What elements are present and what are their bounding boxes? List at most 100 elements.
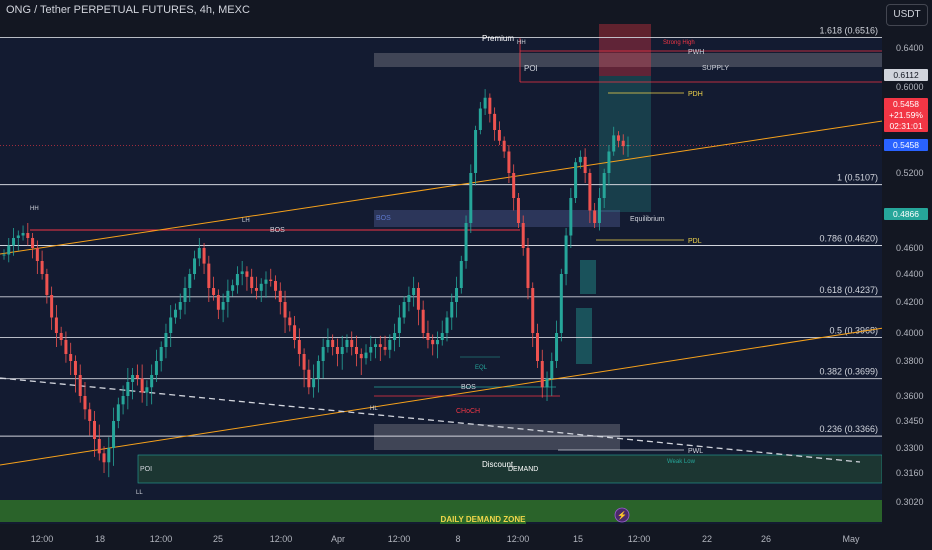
candle-body-96 [459, 261, 463, 288]
candle-body-107 [512, 173, 516, 198]
candle-body-15 [73, 361, 77, 375]
candle-body-121 [578, 156, 582, 163]
candle-body-81 [388, 340, 392, 350]
demand-zone [138, 455, 882, 483]
candle-body-101 [483, 97, 487, 109]
label-pwh: PWH [688, 49, 704, 56]
candle-body-129 [616, 135, 620, 141]
price-axis-bg [882, 0, 932, 550]
candle-body-23 [112, 421, 116, 448]
candle-body-54 [259, 283, 263, 291]
candle-body-45 [216, 295, 220, 310]
x-tick-1: 18 [95, 534, 105, 544]
candle-body-95 [455, 288, 459, 302]
x-tick-4: 12:00 [270, 534, 293, 544]
x-tick-11: 22 [702, 534, 712, 544]
candle-body-2 [12, 238, 16, 246]
y-tick-12: 0.3020 [896, 497, 924, 507]
candle-body-124 [593, 210, 597, 223]
currency-button[interactable]: USDT [886, 4, 928, 26]
chart-title: ONG / Tether PERPETUAL FUTURES, 4h, MEXC [6, 4, 250, 16]
candle-body-71 [340, 347, 344, 354]
x-tick-5: Apr [331, 534, 345, 544]
candle-body-87 [416, 288, 420, 310]
fib-label-2: 0.786 (0.4620) [819, 234, 878, 244]
candle-body-14 [69, 354, 73, 361]
candle-body-130 [621, 140, 625, 147]
candle-body-122 [583, 156, 587, 173]
candle-body-91 [435, 340, 439, 345]
candle-body-49 [235, 274, 239, 286]
candle-body-27 [131, 375, 135, 382]
price-badge-0 [884, 69, 928, 81]
candle-body-32 [154, 361, 158, 375]
candle-body-108 [516, 198, 520, 223]
candle-body-123 [588, 173, 592, 211]
label-pdl: PDL [688, 238, 702, 245]
candle-body-55 [264, 279, 268, 284]
label-equilibrium: Equilibrium [630, 216, 665, 223]
candle-body-47 [226, 290, 230, 302]
candle-body-0 [2, 254, 6, 256]
label-strong-high: Strong High [663, 40, 695, 46]
candle-body-25 [121, 396, 125, 405]
candle-body-63 [302, 354, 306, 370]
label-poi-top: POI [524, 64, 538, 73]
candle-body-41 [197, 248, 201, 259]
candle-body-97 [464, 223, 468, 261]
candle-body-84 [402, 302, 406, 318]
fib-label-1: 1 (0.5107) [837, 173, 878, 183]
y-tick-10: 0.3300 [896, 443, 924, 453]
fib-label-0: 1.618 (0.6516) [819, 26, 878, 36]
candle-body-111 [531, 288, 535, 333]
candle-body-73 [350, 340, 354, 347]
strong-high-box [599, 24, 651, 76]
x-tick-8: 12:00 [507, 534, 530, 544]
long-position-box [599, 76, 651, 212]
candle-body-29 [140, 378, 144, 393]
candle-body-59 [283, 302, 287, 318]
candle-body-53 [254, 288, 258, 291]
y-tick-4: 0.4400 [896, 269, 924, 279]
label-daily-demand-zone: DAILY DEMAND ZONE [441, 515, 527, 524]
equilibrium-box [374, 210, 620, 227]
candle-body-12 [59, 333, 63, 340]
label-pwl: PWL [688, 448, 703, 455]
candle-body-118 [564, 235, 568, 274]
candle-body-48 [231, 285, 235, 291]
candle-body-22 [107, 448, 111, 463]
candle-body-67 [321, 347, 325, 361]
candle-body-24 [116, 404, 120, 421]
candle-body-64 [307, 369, 311, 388]
y-tick-1: 0.6000 [896, 82, 924, 92]
candle-body-13 [64, 340, 68, 354]
candle-body-6 [31, 238, 35, 248]
candle-body-34 [164, 333, 168, 347]
price-badge-3 [884, 120, 928, 132]
x-tick-12: 26 [761, 534, 771, 544]
candle-body-60 [288, 317, 292, 326]
label-hl: HL [370, 406, 378, 412]
trendline-lower [0, 321, 923, 466]
candle-body-4 [21, 233, 25, 236]
candle-body-18 [88, 409, 92, 421]
candle-body-112 [535, 333, 539, 361]
label-pdh: PDH [688, 91, 703, 98]
candle-body-43 [207, 263, 211, 288]
candle-body-76 [364, 352, 368, 359]
candle-body-98 [469, 173, 473, 223]
candle-body-5 [26, 233, 30, 238]
candle-body-113 [540, 361, 544, 388]
candle-body-7 [35, 248, 39, 261]
candle-body-99 [474, 130, 478, 173]
price-badge-label-4: 0.5458 [893, 140, 919, 150]
candle-body-52 [250, 276, 254, 288]
y-tick-9: 0.3450 [896, 416, 924, 426]
candle-body-30 [145, 387, 149, 393]
candle-body-115 [550, 361, 554, 379]
candle-body-57 [274, 281, 278, 291]
candle-body-77 [369, 347, 373, 353]
candle-body-117 [559, 274, 563, 333]
label-demand: DEMAND [508, 466, 538, 473]
